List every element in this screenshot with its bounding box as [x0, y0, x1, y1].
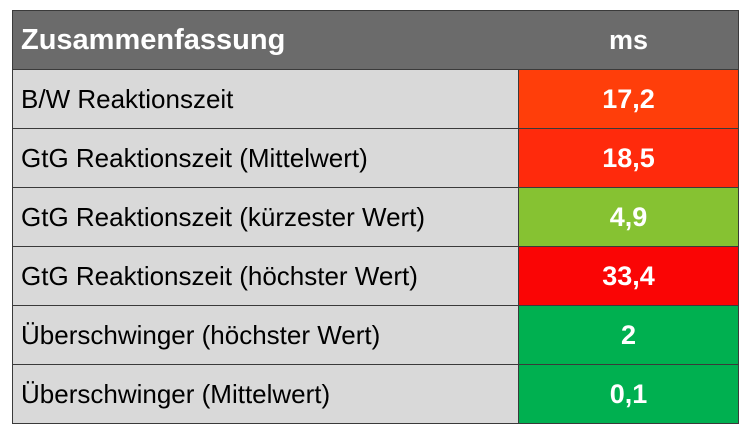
row-label: GtG Reaktionszeit (höchster Wert) — [13, 247, 519, 305]
table-row: Überschwinger (höchster Wert) 2 — [13, 306, 738, 365]
row-label: Überschwinger (Mittelwert) — [13, 365, 519, 423]
row-label: Überschwinger (höchster Wert) — [13, 306, 519, 364]
row-value: 17,2 — [519, 70, 738, 128]
row-value: 18,5 — [519, 129, 738, 187]
row-label: B/W Reaktionszeit — [13, 70, 519, 128]
row-value: 4,9 — [519, 188, 738, 246]
row-value: 2 — [519, 306, 738, 364]
row-value: 33,4 — [519, 247, 738, 305]
summary-table: Zusammenfassung ms B/W Reaktionszeit 17,… — [12, 10, 739, 424]
table-row: Überschwinger (Mittelwert) 0,1 — [13, 365, 738, 423]
table-row: GtG Reaktionszeit (Mittelwert) 18,5 — [13, 129, 738, 188]
table-header-unit: ms — [608, 24, 649, 55]
row-label: GtG Reaktionszeit (Mittelwert) — [13, 129, 519, 187]
row-label: GtG Reaktionszeit (kürzester Wert) — [13, 188, 519, 246]
table-row: B/W Reaktionszeit 17,2 — [13, 70, 738, 129]
table-header-label: Zusammenfassung — [21, 23, 286, 56]
row-value: 0,1 — [519, 365, 738, 423]
table-header-row: Zusammenfassung ms — [13, 11, 738, 70]
table-row: GtG Reaktionszeit (kürzester Wert) 4,9 — [13, 188, 738, 247]
table-row: GtG Reaktionszeit (höchster Wert) 33,4 — [13, 247, 738, 306]
